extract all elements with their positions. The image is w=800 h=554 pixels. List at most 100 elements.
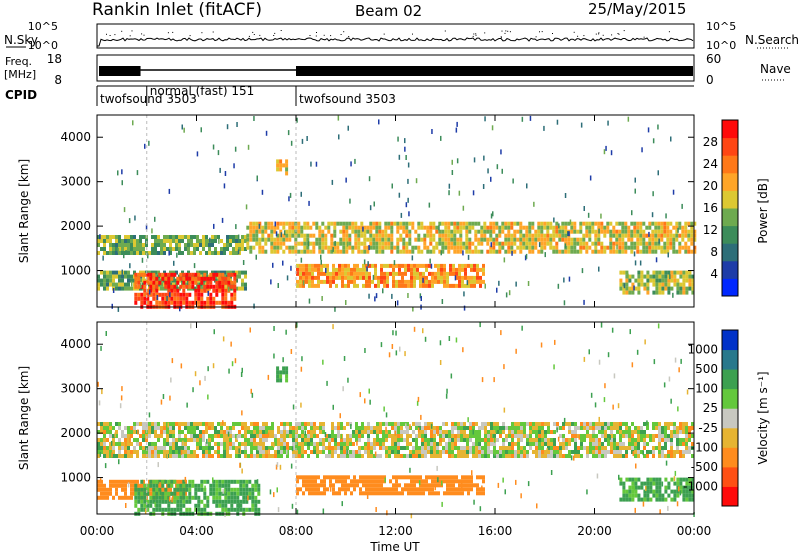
colorbar-swatch <box>722 225 738 244</box>
nave-label: Nave <box>760 62 791 76</box>
nsearch-point <box>316 32 317 33</box>
power-colorbar-tick: 8 <box>710 245 718 259</box>
nsky-label: N.Sky <box>4 33 38 47</box>
data-region-6 <box>276 159 289 176</box>
nsearch-point <box>668 31 670 33</box>
cpid-segment-label: normal (fast) 151 <box>150 84 254 98</box>
freq-label: Freq. <box>5 55 32 68</box>
nsearch-tick-bottom: 10^0 <box>706 39 736 52</box>
data-region-5 <box>276 366 289 383</box>
nsearch-point <box>541 31 543 33</box>
power-colorbar-tick: 16 <box>703 201 718 215</box>
nsearch-point <box>315 35 317 37</box>
freq-tick-bottom: 8 <box>54 73 62 87</box>
sparse-echoes <box>99 115 683 312</box>
x-tick-label: 08:00 <box>279 524 314 538</box>
power-colorbar-label: Power [dB] <box>756 178 770 243</box>
nsearch-point <box>330 35 332 37</box>
velocity-colorbar-label: Velocity [m s⁻¹] <box>756 371 770 464</box>
nsearch-point <box>595 33 597 35</box>
nsearch-point <box>484 32 486 34</box>
nsearch-point <box>611 34 613 36</box>
colorbar-swatch <box>722 120 738 139</box>
nsearch-label: N.Search <box>745 33 799 47</box>
nsearch-point <box>189 35 191 37</box>
x-tick-label: 00:00 <box>677 524 712 538</box>
nsearch-point <box>412 33 413 35</box>
y-tick-label: 4000 <box>60 337 91 351</box>
nsearch-point <box>201 32 203 34</box>
velocity-colorbar-tick: -1000 <box>683 479 718 493</box>
nsearch-point <box>280 30 282 31</box>
nsearch-point <box>500 36 502 38</box>
nsearch-point <box>573 31 575 33</box>
nsky-tick-bottom: 10^0 <box>28 39 58 52</box>
y-tick-label: 3000 <box>60 175 91 189</box>
colorbar-swatch <box>722 466 738 487</box>
colorbar-swatch <box>722 447 738 468</box>
y-tick-label: 4000 <box>60 130 91 144</box>
velocity-colorbar-tick: 500 <box>695 362 718 376</box>
power-colorbar-tick: 12 <box>703 223 718 237</box>
nsky-trace-line <box>97 37 694 47</box>
nsearch-point <box>106 33 107 35</box>
colorbar-swatch <box>722 208 738 227</box>
freq-band <box>296 66 693 76</box>
nsearch-point <box>473 33 475 35</box>
power-colorbar-tick: 4 <box>710 267 718 281</box>
x-axis: 00:00 04:00 08:00 12:00 16:00 20:00 00:00 <box>80 115 712 538</box>
nsearch-point <box>141 33 143 35</box>
colorbar-frame <box>721 119 739 297</box>
nsearch-point <box>143 34 145 36</box>
nsearch-point <box>121 30 123 32</box>
nsearch-point <box>114 34 116 36</box>
data-region-5 <box>619 270 695 295</box>
nsearch-tick-top: 10^5 <box>706 20 736 33</box>
data-region-1 <box>246 221 697 254</box>
colorbar-swatch <box>722 190 738 209</box>
nsearch-point <box>252 31 254 33</box>
velocity-ylabel: Slant Range [km] <box>17 366 31 470</box>
x-axis-label: Time UT <box>369 540 420 554</box>
nsearch-point <box>552 33 553 34</box>
colorbar-swatch <box>722 260 738 279</box>
velocity-colorbar-tick: 100 <box>695 382 718 396</box>
y-tick-label: 2000 <box>60 219 91 233</box>
cpid-segment-label: twofsound 3503 <box>100 92 197 106</box>
colorbar-swatch <box>722 427 738 448</box>
nsearch-point <box>475 34 477 36</box>
freq-panel: Freq. [MHz] 18 8 60 0 Nave <box>4 52 791 87</box>
velocity-colorbar-tick: -500 <box>691 460 718 474</box>
power-ylabel: Slant Range [km] <box>17 159 31 263</box>
freq-units: [MHz] <box>4 68 36 81</box>
nsearch-point <box>535 36 537 38</box>
colorbar-swatch <box>722 330 738 351</box>
nsearch-point <box>273 35 275 36</box>
colorbar-swatch <box>722 172 738 191</box>
power-panel: 4000 3000 2000 1000 Slant Range [km] <box>17 114 697 312</box>
data-region-4 <box>619 477 695 502</box>
y-tick-label: 1000 <box>60 264 91 278</box>
colorbar-swatch <box>722 278 738 297</box>
nsearch-point <box>623 30 625 32</box>
date-label: 25/May/2015 <box>588 0 687 18</box>
station-title: Rankin Inlet (fitACF) <box>92 0 263 20</box>
nsearch-point <box>309 35 311 36</box>
x-tick-label: 16:00 <box>478 524 513 538</box>
y-tick-label: 2000 <box>60 426 91 440</box>
nsearch-point <box>617 33 619 34</box>
velocity-colorbar: 1000 500 100 25 -25 -100 -500 -1000 <box>683 329 739 507</box>
beam-label: Beam 02 <box>355 2 423 20</box>
nsearch-point <box>444 30 446 32</box>
nsearch-point <box>475 33 477 35</box>
nsearch-point <box>212 31 214 33</box>
nsearch-point <box>504 32 506 34</box>
data-region-2 <box>134 479 261 516</box>
colorbar-frame <box>721 329 739 507</box>
nsearch-point <box>253 34 255 35</box>
nsearch-point <box>259 34 261 36</box>
x-tick-label: 12:00 <box>378 524 413 538</box>
nsearch-point <box>472 35 474 37</box>
sparse-echoes <box>97 322 695 519</box>
